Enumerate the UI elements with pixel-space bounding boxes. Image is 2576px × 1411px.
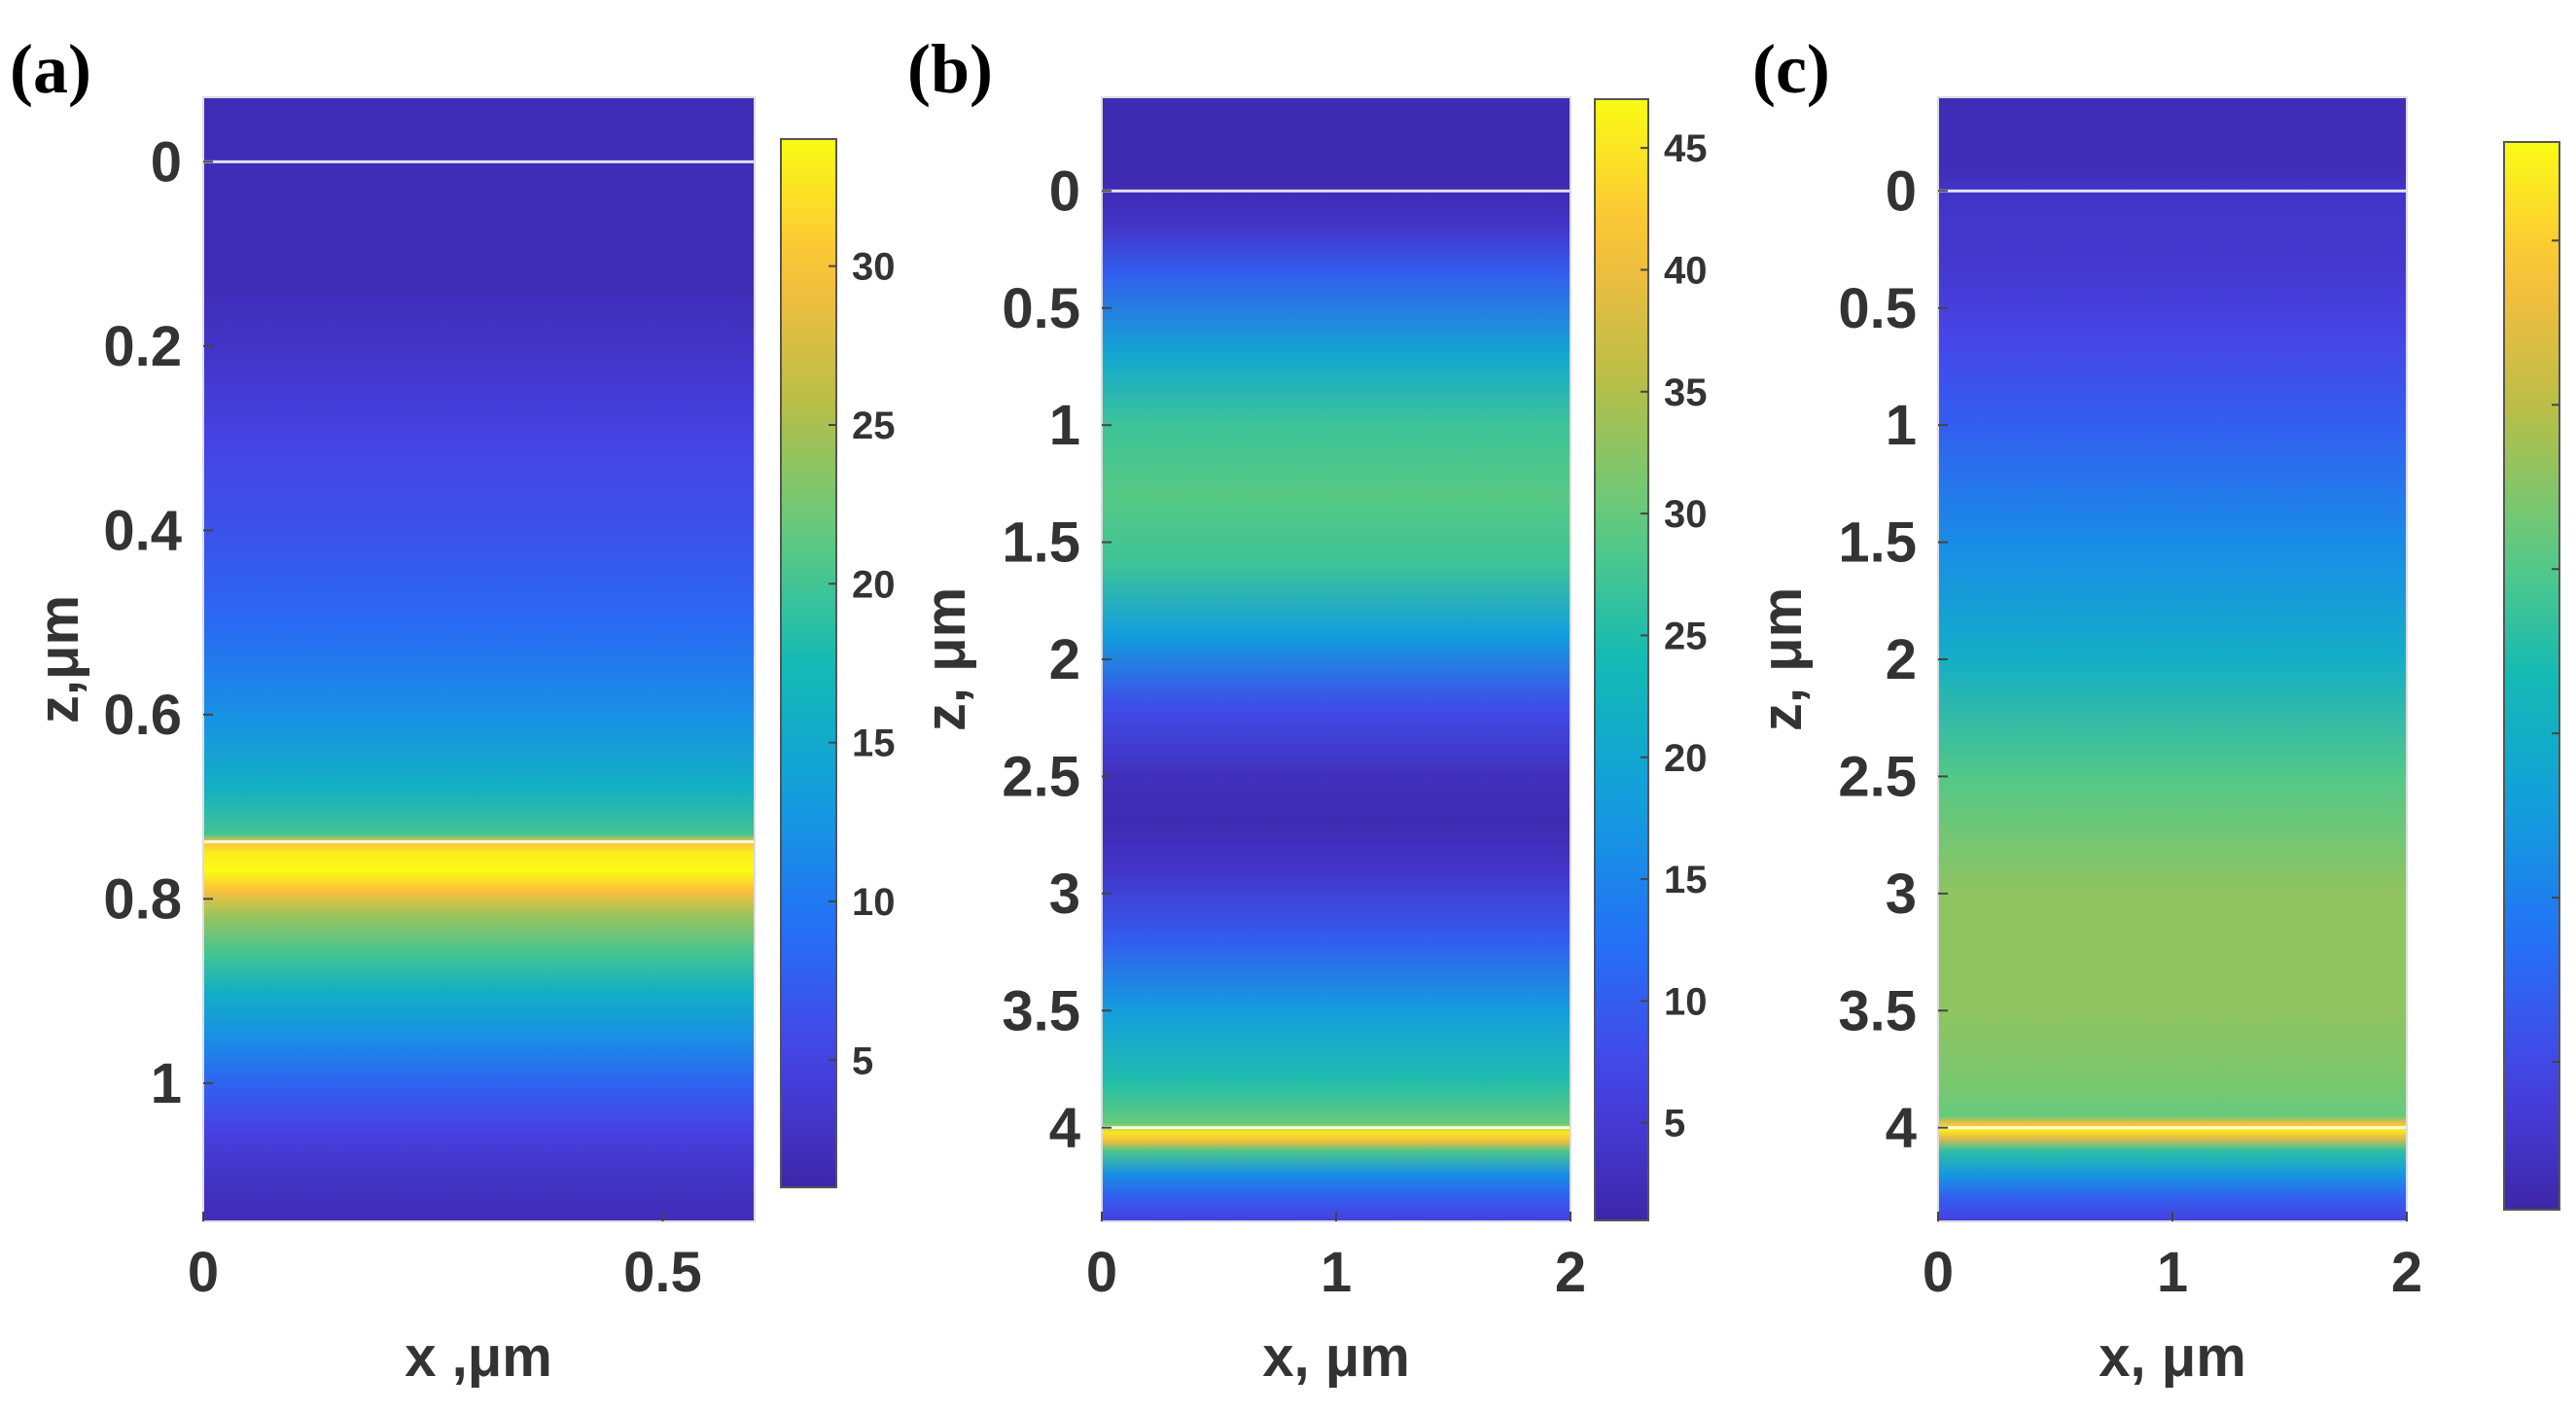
panel-label-a: (a) [10,30,91,108]
colorbar-tick-label-b-3: 20 [1664,737,1708,780]
y-axis-label-a: z,μm [27,595,90,723]
y-tick-label-a-3: 0.6 [103,684,182,747]
x-tick-label-b-1: 1 [1321,1241,1352,1304]
x-axis-label-c: x, μm [2099,1325,2246,1389]
colorbar-frame-b [1594,98,1649,1221]
colorbar-c [2504,142,2559,1210]
x-tick-label-b-2: 2 [1555,1241,1586,1304]
y-tick-label-c-1: 0.5 [1838,277,1917,340]
y-tick-label-a-1: 0.2 [103,315,182,378]
colorbar-tick-label-a-0: 5 [852,1040,873,1082]
colorbar-tick-label-b-5: 30 [1664,493,1708,536]
colorbar-tick-label-a-3: 20 [852,563,896,606]
y-tick-label-b-2: 1 [1049,394,1080,457]
colorbar-frame-a [780,138,837,1188]
colorbar-tick-label-b-1: 10 [1664,980,1708,1023]
y-tick-label-b-1: 0.5 [1002,277,1080,340]
x-ticks-b: 0 1 2 [1086,1212,1586,1304]
x-tick-label-c-0: 0 [1923,1241,1954,1304]
colorbar-frame-c [2503,141,2560,1211]
y-tick-label-c-4: 2 [1886,628,1917,691]
y-ticks-b: 0 0.5 1 1.5 2 2.5 3 3.5 4 [1002,159,1112,1160]
panel-c: (c) 00.511.522.533.54 012 x, μm z, μm 51… [1750,30,2576,1389]
y-tick-label-c-7: 3.5 [1838,979,1917,1042]
colorbar-tick-label-b-7: 40 [1664,249,1708,292]
y-tick-label-a-0: 0 [151,130,182,194]
interfaces-a [203,159,755,844]
colorbar-tick-label-a-5: 30 [852,246,896,289]
colorbar-ticks-b: 5 10 15 20 25 30 35 40 45 [1641,127,1708,1146]
x-axis-label-b: x, μm [1262,1325,1410,1389]
y-tick-label-b-0: 0 [1049,159,1080,223]
y-tick-label-c-8: 4 [1886,1097,1917,1160]
y-tick-label-b-5: 2.5 [1002,745,1080,808]
colorbar-tick-label-a-1: 10 [852,881,896,924]
y-tick-label-c-0: 0 [1886,159,1917,223]
heatmap-b [1102,97,1570,1221]
y-tick-label-b-4: 2 [1049,628,1080,691]
y-tick-label-b-7: 3.5 [1002,979,1080,1042]
y-tick-label-b-3: 1.5 [1002,511,1080,575]
interfaces-c [1938,189,2407,1130]
colorbar-tick-label-a-4: 25 [852,405,896,447]
plot-frame-a [202,96,756,1222]
panel-b: (b) 0 0.5 1 1.5 2 2.5 3 3.5 4 0 1 2 x, μm z, μm 5 1… [907,30,1708,1389]
x-tick-label-b-0: 0 [1086,1241,1117,1304]
colorbar-tick-label-b-8: 45 [1664,127,1708,170]
x-tick-label-a-0: 0 [188,1241,219,1304]
y-tick-label-b-6: 3 [1049,863,1080,926]
y-tick-label-a-2: 0.4 [103,499,182,562]
y-tick-label-c-5: 2.5 [1838,745,1917,808]
panel-label-c: (c) [1752,30,1830,108]
heatmap-c [1938,97,2407,1221]
y-tick-label-a-4: 0.8 [103,867,182,931]
y-tick-label-a-5: 1 [151,1052,182,1115]
colorbar-tick-label-b-4: 25 [1664,615,1708,657]
panel-label-b: (b) [907,30,993,108]
interfaces-b [1102,189,1570,1130]
y-tick-label-b-8: 4 [1049,1097,1080,1160]
x-ticks-a: 0 0.5 [188,1212,702,1304]
x-axis-label-a: x ,μm [405,1325,552,1389]
x-tick-label-c-2: 2 [2391,1241,2422,1304]
colorbar-a [781,139,836,1187]
y-ticks-a: 0 0.2 0.4 0.6 0.8 1 [103,130,213,1115]
panel-a: (a) 00.20.40.60.81 0 0.5 x ,μm z,μm 51015… [10,30,896,1389]
y-tick-label-c-6: 3 [1886,863,1917,926]
colorbar-tick-label-b-2: 15 [1664,859,1708,901]
x-tick-label-a-1: 0.5 [623,1241,702,1304]
colorbar-b [1595,99,1648,1220]
y-tick-label-c-2: 1 [1886,394,1917,457]
y-axis-label-b: z, μm [914,587,977,731]
x-ticks-c: 0 1 2 [1923,1212,2422,1304]
x-tick-label-c-1: 1 [2157,1241,2188,1304]
colorbar-ticks-a: 5 10 15 20 25 30 [829,246,896,1082]
colorbar-tick-label-b-6: 35 [1664,371,1708,414]
colorbar-tick-label-b-0: 5 [1664,1103,1685,1146]
y-ticks-c: 0 0.5 1 1.5 2 2.5 3 3.5 4 [1838,159,1948,1160]
y-axis-label-c: z, μm [1750,587,1814,731]
colorbar-tick-label-a-2: 15 [852,723,896,765]
y-tick-label-c-3: 1.5 [1838,511,1917,575]
heatmap-a [203,97,755,1221]
